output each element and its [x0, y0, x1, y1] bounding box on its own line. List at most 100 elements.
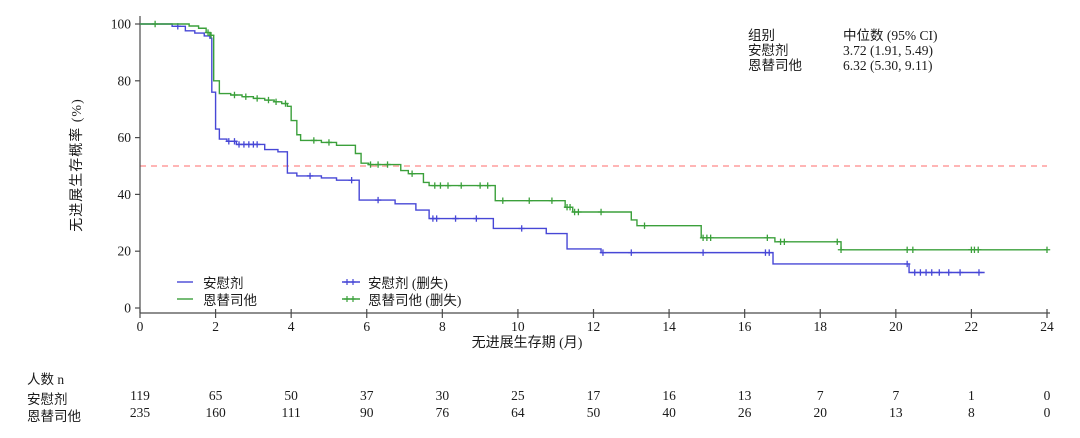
y-axis-title: 无进展生存概率 (%)	[70, 98, 85, 232]
censor-mark	[484, 182, 491, 189]
censor-mark	[458, 182, 465, 189]
risk-count: 17	[586, 388, 601, 403]
censor-mark	[431, 182, 438, 189]
risk-table-title: 人数 n	[27, 372, 65, 387]
plot-legend: 安慰剂 安慰剂 (删失) 恩替司他 恩替司他 (删失)	[176, 273, 461, 308]
stats-group-label: 安慰剂	[748, 43, 789, 58]
censor-mark	[437, 182, 444, 189]
censor-mark	[207, 32, 215, 39]
censor-mark	[909, 246, 917, 253]
censor-mark	[781, 238, 788, 246]
censor-mark	[231, 91, 238, 99]
censor-mark	[834, 238, 841, 246]
censor-mark	[265, 96, 272, 104]
risk-count: 50	[586, 405, 601, 420]
risk-count: 13	[889, 405, 903, 420]
censor-mark	[444, 182, 452, 189]
censor-mark	[253, 95, 261, 102]
x-axis-title: 无进展生存期 (月)	[471, 336, 583, 351]
censor-mark	[766, 249, 773, 256]
censor-mark	[975, 269, 983, 276]
survival-curve	[140, 23, 1047, 251]
x-tick-label: 8	[439, 319, 446, 334]
censor-mark	[903, 246, 911, 253]
censor-mark	[548, 197, 556, 204]
median-stats-table: 组别 中位数 (95% CI) 安慰剂 3.72 (1.91, 5.49) 恩替…	[748, 28, 938, 73]
stats-group-label: 恩替司他	[748, 58, 802, 73]
censor-mark	[204, 29, 212, 36]
risk-count: 13	[737, 388, 752, 403]
censor-mark	[911, 269, 918, 276]
legend-label: 恩替司他	[203, 292, 257, 308]
censor-mark	[384, 161, 391, 168]
risk-count: 111	[281, 405, 301, 420]
censor-mark	[707, 234, 714, 242]
y-tick-label: 40	[118, 187, 132, 202]
risk-count: 160	[205, 405, 226, 420]
censor-mark	[945, 269, 952, 276]
censor-mark	[928, 269, 935, 276]
legend-item: 恩替司他 (删失)	[341, 290, 461, 308]
censor-mark	[956, 269, 964, 276]
stats-header-row: 组别 中位数 (95% CI)	[748, 28, 938, 43]
censor-mark	[452, 215, 459, 222]
y-tick-label: 60	[118, 130, 132, 145]
censor-mark	[1043, 246, 1051, 253]
censor-mark	[306, 172, 314, 180]
x-tick-label: 18	[814, 319, 828, 334]
censor-mark	[518, 225, 525, 232]
censor-mark	[476, 182, 484, 189]
censor-mark	[225, 138, 233, 145]
risk-count: 50	[284, 388, 298, 403]
risk-count: 1	[968, 388, 975, 403]
censor-mark	[151, 20, 159, 28]
risk-row-label: 安慰剂	[27, 392, 68, 407]
legend-label: 安慰剂 (删失)	[368, 275, 448, 291]
y-tick-label: 20	[118, 244, 132, 259]
censor-mark	[253, 141, 261, 148]
x-tick-label: 14	[662, 319, 676, 334]
risk-count: 26	[737, 405, 752, 420]
risk-count: 37	[360, 388, 374, 403]
x-tick-label: 12	[587, 319, 601, 334]
risk-count: 8	[968, 405, 975, 420]
censor-mark	[348, 177, 355, 184]
legend-label: 安慰剂	[203, 275, 244, 291]
censor-mark	[575, 208, 582, 216]
legend-censor-swatch	[342, 278, 360, 285]
legend-item: 安慰剂 (删失)	[341, 273, 461, 291]
censor-mark	[566, 203, 574, 211]
risk-row: 恩替司他 235 160 111 90 76 64 50 40 26 20 13 8 0	[0, 405, 1080, 424]
legend-line-swatch	[177, 297, 193, 300]
risk-count: 16	[662, 388, 676, 403]
x-tick-label: 22	[965, 319, 979, 334]
risk-count: 0	[1043, 388, 1051, 403]
x-tick-label: 6	[363, 319, 370, 334]
x-tick-label: 2	[212, 319, 219, 334]
x-tick-label: 20	[889, 319, 903, 334]
risk-count: 30	[435, 388, 450, 403]
censor-mark	[433, 215, 440, 222]
censor-mark	[408, 170, 416, 177]
censor-mark	[628, 249, 635, 256]
risk-count: 25	[511, 388, 525, 403]
y-tick-label: 80	[118, 73, 132, 88]
x-tick-label: 0	[137, 319, 144, 334]
legend-item: 恩替司他	[176, 290, 341, 308]
x-tick-label: 10	[511, 319, 525, 334]
censor-mark	[242, 93, 250, 100]
risk-count: 7	[816, 388, 824, 403]
censor-mark	[310, 137, 318, 144]
stats-header-median: 中位数 (95% CI)	[843, 28, 938, 43]
stats-median-value: 3.72 (1.91, 5.49)	[843, 43, 933, 58]
risk-row-label: 恩替司他	[27, 409, 81, 424]
legend-item: 安慰剂	[176, 273, 341, 291]
x-tick-label: 4	[288, 319, 295, 334]
censor-mark	[764, 234, 771, 242]
risk-count: 90	[360, 405, 374, 420]
censor-mark	[922, 269, 930, 276]
censor-mark	[374, 161, 382, 168]
censor-mark	[325, 139, 333, 146]
censor-mark	[641, 222, 648, 229]
